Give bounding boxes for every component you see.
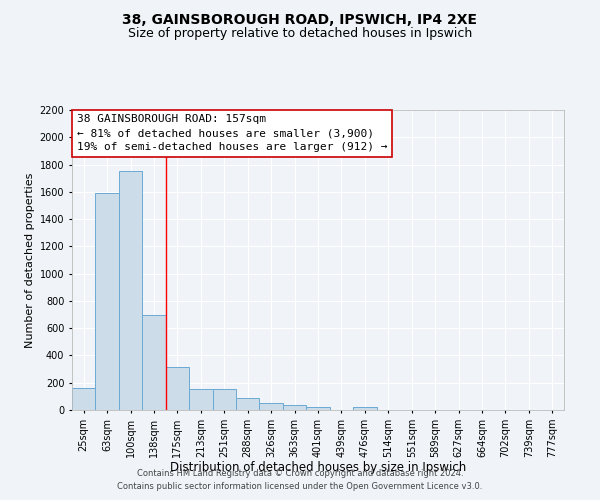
Bar [142, 314, 166, 410]
Text: 38, GAINSBOROUGH ROAD, IPSWICH, IP4 2XE: 38, GAINSBOROUGH ROAD, IPSWICH, IP4 2XE [122, 12, 478, 26]
Bar [189, 389, 212, 410]
Bar [353, 408, 377, 410]
Bar [95, 193, 119, 410]
Bar [212, 389, 236, 410]
Bar [166, 367, 189, 410]
Bar [236, 398, 259, 410]
Bar [283, 405, 306, 410]
Text: Contains HM Land Registry data © Crown copyright and database right 2024.: Contains HM Land Registry data © Crown c… [137, 468, 463, 477]
Text: Contains public sector information licensed under the Open Government Licence v3: Contains public sector information licen… [118, 482, 482, 491]
Bar [119, 172, 142, 410]
Text: 38 GAINSBOROUGH ROAD: 157sqm
← 81% of detached houses are smaller (3,900)
19% of: 38 GAINSBOROUGH ROAD: 157sqm ← 81% of de… [77, 114, 388, 152]
Bar [72, 388, 95, 410]
Text: Size of property relative to detached houses in Ipswich: Size of property relative to detached ho… [128, 28, 472, 40]
Bar [259, 403, 283, 410]
Y-axis label: Number of detached properties: Number of detached properties [25, 172, 35, 348]
X-axis label: Distribution of detached houses by size in Ipswich: Distribution of detached houses by size … [170, 462, 466, 474]
Bar [306, 408, 330, 410]
